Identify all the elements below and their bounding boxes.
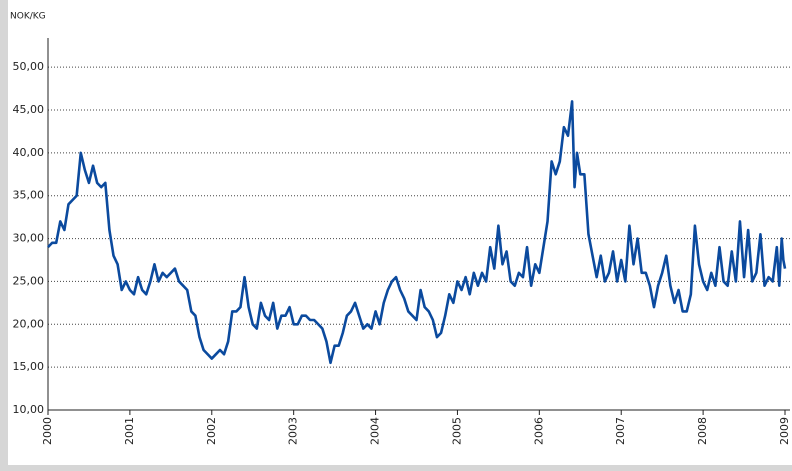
y-tick-label: 50,00 <box>13 60 45 73</box>
x-tick-label: 2008 <box>696 417 709 445</box>
y-tick-label: 30,00 <box>13 232 45 245</box>
x-tick-label: 2003 <box>287 417 300 445</box>
y-tick-label: 35,00 <box>13 189 45 202</box>
x-tick-label: 2004 <box>369 417 382 445</box>
y-tick-label: 15,00 <box>13 360 45 373</box>
x-tick-label: 2001 <box>123 417 136 445</box>
y-tick-label: 10,00 <box>13 403 45 416</box>
price-line <box>47 100 787 365</box>
x-tick-label: 2009 <box>778 417 791 445</box>
y-tick-label: 45,00 <box>13 103 45 116</box>
y-axis-label: NOK/KG <box>10 12 46 22</box>
x-tick-label: 2000 <box>41 417 54 445</box>
x-tick-label: 2006 <box>532 417 545 445</box>
y-tick-label: 40,00 <box>13 146 45 159</box>
x-tick-label: 2007 <box>614 417 627 445</box>
panel <box>8 0 792 465</box>
y-tick-label: 25,00 <box>13 274 45 287</box>
y-tick-label: 20,00 <box>13 317 45 330</box>
x-tick-label: 2002 <box>205 417 218 445</box>
x-tick-label: 2005 <box>450 417 463 445</box>
